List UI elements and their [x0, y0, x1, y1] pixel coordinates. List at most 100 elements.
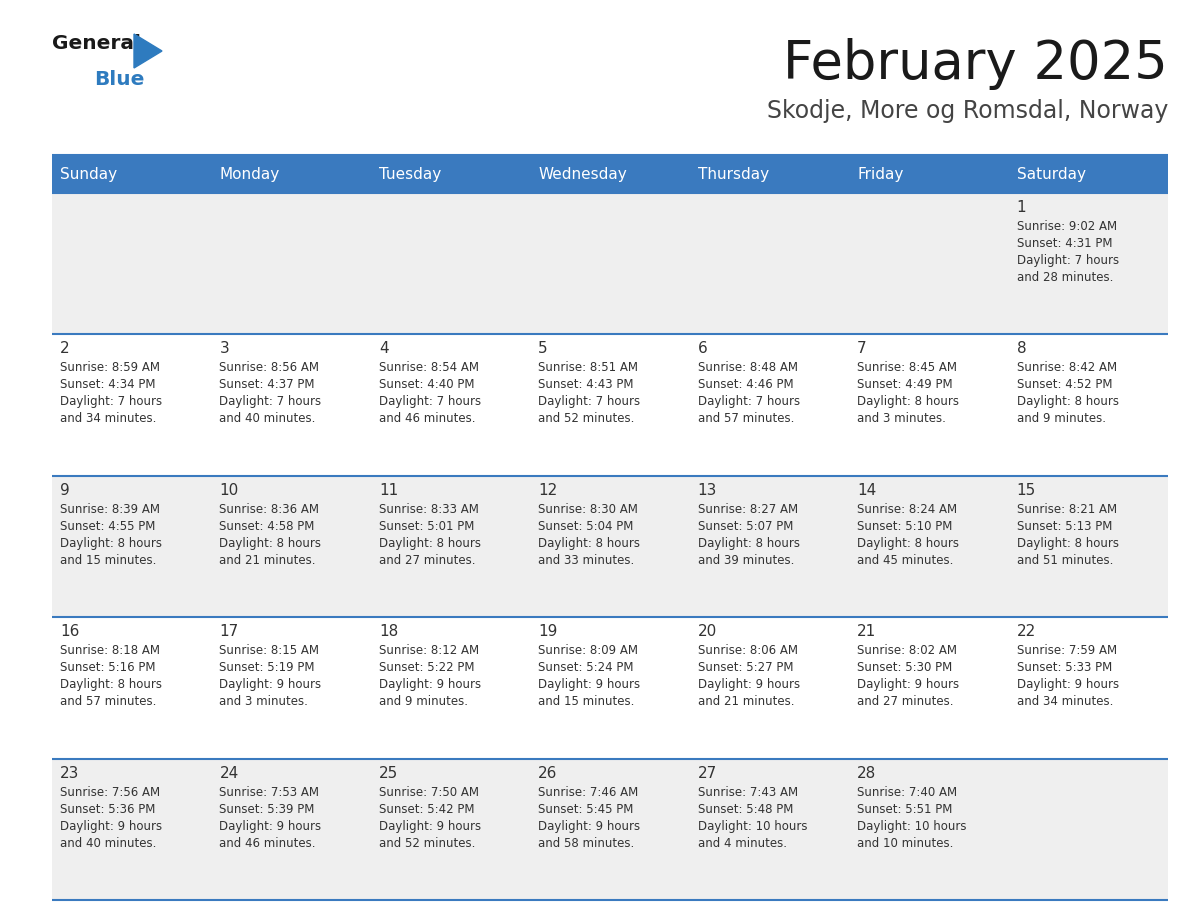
- Text: Sunrise: 7:46 AM: Sunrise: 7:46 AM: [538, 786, 638, 799]
- Text: Sunrise: 8:59 AM: Sunrise: 8:59 AM: [61, 362, 160, 375]
- Text: Daylight: 9 hours: Daylight: 9 hours: [379, 678, 481, 691]
- Text: 16: 16: [61, 624, 80, 639]
- Text: Sunrise: 8:51 AM: Sunrise: 8:51 AM: [538, 362, 638, 375]
- Text: 6: 6: [697, 341, 708, 356]
- Text: Sunrise: 8:54 AM: Sunrise: 8:54 AM: [379, 362, 479, 375]
- Text: Skodje, More og Romsdal, Norway: Skodje, More og Romsdal, Norway: [766, 99, 1168, 123]
- Text: Daylight: 9 hours: Daylight: 9 hours: [220, 678, 322, 691]
- Text: 5: 5: [538, 341, 548, 356]
- Text: and 9 minutes.: and 9 minutes.: [379, 695, 468, 708]
- Text: Sunset: 5:10 PM: Sunset: 5:10 PM: [858, 520, 953, 532]
- Text: and 3 minutes.: and 3 minutes.: [858, 412, 946, 425]
- Text: Sunrise: 8:02 AM: Sunrise: 8:02 AM: [858, 644, 958, 657]
- Text: Sunrise: 8:15 AM: Sunrise: 8:15 AM: [220, 644, 320, 657]
- Text: Sunset: 4:46 PM: Sunset: 4:46 PM: [697, 378, 794, 391]
- Text: Daylight: 7 hours: Daylight: 7 hours: [220, 396, 322, 409]
- Text: Sunset: 5:48 PM: Sunset: 5:48 PM: [697, 802, 794, 815]
- Text: 10: 10: [220, 483, 239, 498]
- Text: Daylight: 8 hours: Daylight: 8 hours: [1017, 396, 1119, 409]
- Text: and 10 minutes.: and 10 minutes.: [858, 836, 954, 849]
- Text: Sunrise: 7:53 AM: Sunrise: 7:53 AM: [220, 786, 320, 799]
- Bar: [52, 476, 1168, 617]
- Text: 12: 12: [538, 483, 557, 498]
- Text: and 34 minutes.: and 34 minutes.: [61, 412, 157, 425]
- Text: Daylight: 7 hours: Daylight: 7 hours: [379, 396, 481, 409]
- Text: Tuesday: Tuesday: [379, 166, 441, 182]
- Text: Sunset: 4:52 PM: Sunset: 4:52 PM: [1017, 378, 1112, 391]
- Text: Daylight: 9 hours: Daylight: 9 hours: [697, 678, 800, 691]
- Text: 11: 11: [379, 483, 398, 498]
- Text: 8: 8: [1017, 341, 1026, 356]
- Text: Daylight: 9 hours: Daylight: 9 hours: [858, 678, 959, 691]
- Text: Sunset: 5:22 PM: Sunset: 5:22 PM: [379, 661, 474, 674]
- Text: Sunset: 4:31 PM: Sunset: 4:31 PM: [1017, 237, 1112, 250]
- Text: Daylight: 8 hours: Daylight: 8 hours: [538, 537, 640, 550]
- Bar: [52, 193, 1168, 334]
- Text: and 52 minutes.: and 52 minutes.: [538, 412, 634, 425]
- Text: and 33 minutes.: and 33 minutes.: [538, 554, 634, 566]
- Text: Monday: Monday: [220, 166, 279, 182]
- Text: Daylight: 8 hours: Daylight: 8 hours: [858, 537, 959, 550]
- Text: Sunset: 4:49 PM: Sunset: 4:49 PM: [858, 378, 953, 391]
- Text: Wednesday: Wednesday: [538, 166, 627, 182]
- Text: Daylight: 10 hours: Daylight: 10 hours: [858, 820, 967, 833]
- Text: Daylight: 8 hours: Daylight: 8 hours: [1017, 537, 1119, 550]
- Text: Sunset: 5:19 PM: Sunset: 5:19 PM: [220, 661, 315, 674]
- Text: 17: 17: [220, 624, 239, 639]
- Text: and 46 minutes.: and 46 minutes.: [379, 412, 475, 425]
- Text: Sunrise: 8:12 AM: Sunrise: 8:12 AM: [379, 644, 479, 657]
- Text: Sunset: 5:01 PM: Sunset: 5:01 PM: [379, 520, 474, 532]
- Text: Sunset: 4:55 PM: Sunset: 4:55 PM: [61, 520, 156, 532]
- Bar: [52, 758, 1168, 900]
- Text: Daylight: 8 hours: Daylight: 8 hours: [61, 678, 162, 691]
- Text: 21: 21: [858, 624, 877, 639]
- Text: Sunset: 5:13 PM: Sunset: 5:13 PM: [1017, 520, 1112, 532]
- Text: February 2025: February 2025: [783, 38, 1168, 90]
- Text: Sunrise: 8:24 AM: Sunrise: 8:24 AM: [858, 503, 958, 516]
- Text: Sunset: 4:37 PM: Sunset: 4:37 PM: [220, 378, 315, 391]
- Text: Sunset: 5:51 PM: Sunset: 5:51 PM: [858, 802, 953, 815]
- Text: Thursday: Thursday: [697, 166, 769, 182]
- Text: 3: 3: [220, 341, 229, 356]
- Text: and 57 minutes.: and 57 minutes.: [697, 412, 794, 425]
- Text: Sunrise: 7:59 AM: Sunrise: 7:59 AM: [1017, 644, 1117, 657]
- Text: Sunset: 5:42 PM: Sunset: 5:42 PM: [379, 802, 474, 815]
- Text: and 34 minutes.: and 34 minutes.: [1017, 695, 1113, 708]
- Text: 13: 13: [697, 483, 718, 498]
- Text: and 58 minutes.: and 58 minutes.: [538, 836, 634, 849]
- Text: Daylight: 7 hours: Daylight: 7 hours: [697, 396, 800, 409]
- Text: 25: 25: [379, 766, 398, 780]
- Text: and 21 minutes.: and 21 minutes.: [220, 554, 316, 566]
- Text: Sunrise: 8:09 AM: Sunrise: 8:09 AM: [538, 644, 638, 657]
- Text: General: General: [52, 34, 141, 53]
- Text: Sunday: Sunday: [61, 166, 118, 182]
- Text: 2: 2: [61, 341, 70, 356]
- Text: Sunset: 5:36 PM: Sunset: 5:36 PM: [61, 802, 156, 815]
- Text: and 15 minutes.: and 15 minutes.: [538, 695, 634, 708]
- Text: 24: 24: [220, 766, 239, 780]
- Text: and 21 minutes.: and 21 minutes.: [697, 695, 795, 708]
- Text: 9: 9: [61, 483, 70, 498]
- Text: Sunset: 4:34 PM: Sunset: 4:34 PM: [61, 378, 156, 391]
- Text: and 52 minutes.: and 52 minutes.: [379, 836, 475, 849]
- Text: Sunrise: 8:36 AM: Sunrise: 8:36 AM: [220, 503, 320, 516]
- Text: 20: 20: [697, 624, 718, 639]
- Text: Daylight: 9 hours: Daylight: 9 hours: [379, 820, 481, 833]
- Text: Daylight: 8 hours: Daylight: 8 hours: [61, 537, 162, 550]
- Text: Sunrise: 8:48 AM: Sunrise: 8:48 AM: [697, 362, 797, 375]
- Text: 22: 22: [1017, 624, 1036, 639]
- Text: Sunrise: 8:27 AM: Sunrise: 8:27 AM: [697, 503, 798, 516]
- Text: and 57 minutes.: and 57 minutes.: [61, 695, 157, 708]
- Text: Sunset: 5:33 PM: Sunset: 5:33 PM: [1017, 661, 1112, 674]
- Text: and 27 minutes.: and 27 minutes.: [379, 554, 475, 566]
- Text: Sunrise: 8:45 AM: Sunrise: 8:45 AM: [858, 362, 958, 375]
- Text: Saturday: Saturday: [1017, 166, 1086, 182]
- Text: 18: 18: [379, 624, 398, 639]
- Text: and 51 minutes.: and 51 minutes.: [1017, 554, 1113, 566]
- Text: Sunset: 5:39 PM: Sunset: 5:39 PM: [220, 802, 315, 815]
- Text: Sunset: 5:04 PM: Sunset: 5:04 PM: [538, 520, 633, 532]
- Text: and 9 minutes.: and 9 minutes.: [1017, 412, 1106, 425]
- Text: and 15 minutes.: and 15 minutes.: [61, 554, 157, 566]
- Text: Sunrise: 7:56 AM: Sunrise: 7:56 AM: [61, 786, 160, 799]
- Text: Sunrise: 8:56 AM: Sunrise: 8:56 AM: [220, 362, 320, 375]
